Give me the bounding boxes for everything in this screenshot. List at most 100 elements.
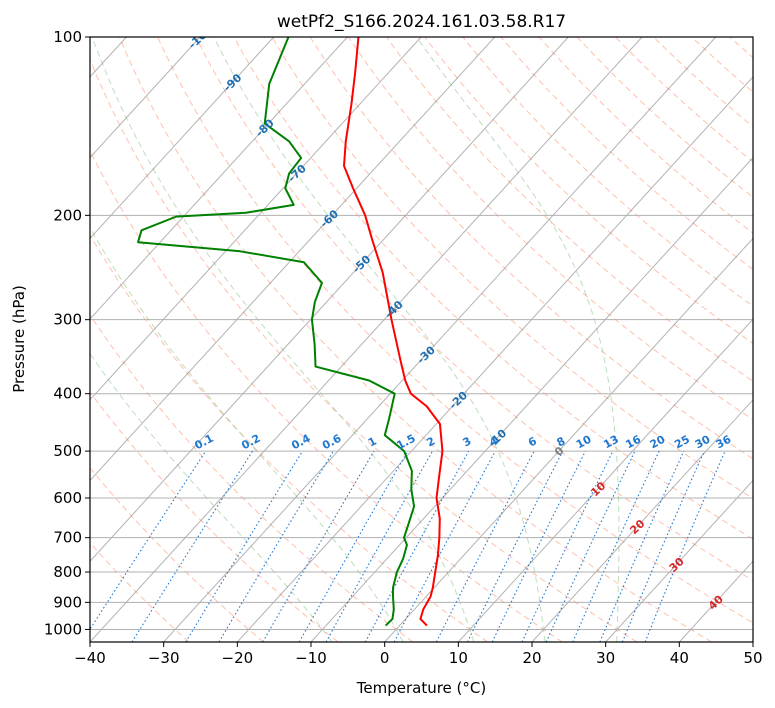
dry-adiabat-line (118, 37, 712, 642)
chart-title: wetPf2_S166.2024.161.03.58.R17 (277, 12, 566, 32)
moist-adiabat-line (91, 37, 475, 642)
mixing-ratio-label: 36 (714, 433, 734, 452)
mixing-ratio-label: 1 (366, 434, 379, 449)
dry-adiabat-line (90, 542, 190, 642)
mixing-ratio-label: 2 (424, 434, 437, 449)
temperature-line (343, 37, 444, 627)
x-tick-label: 0 (380, 649, 390, 667)
mixing-ratio-label: 20 (648, 433, 668, 452)
plot-frame (89, 36, 754, 643)
isotherm-line (236, 76, 753, 642)
isotherm-line (457, 318, 753, 642)
mixing-ratio-label: 1.5 (394, 432, 417, 453)
dry-adiabat-line (347, 37, 753, 421)
dry-adiabats (90, 37, 753, 642)
dry-adiabat-line (271, 37, 753, 500)
isotherm-line (90, 37, 569, 563)
dry-adiabat-line (691, 37, 753, 93)
dry-adiabat-line (90, 149, 563, 642)
x-tick-label: 40 (670, 649, 689, 667)
y-tick-label: 900 (53, 593, 82, 611)
isotherm-line (384, 237, 753, 642)
mixing-ratio-lines (90, 450, 726, 642)
pressure-gridlines (90, 37, 753, 630)
mixing-ratio-line (131, 450, 254, 642)
mixing-ratio-label: 13 (601, 433, 621, 452)
y-tick-label: 600 (53, 489, 82, 507)
y-axis-label: Pressure (hPa) (10, 285, 28, 393)
mixing-ratio-label: 0.2 (239, 432, 262, 453)
y-tick-label: 700 (53, 529, 82, 547)
mixing-ratio-labels: 0.1 0.2 0.4 0.6 1 1.5 2 3 4 6 8 10 13 16 20 25 30 36 (192, 432, 733, 453)
isotherm-line (90, 37, 643, 642)
y-tick-label: 400 (53, 385, 82, 403)
x-tick-label: −10 (295, 649, 327, 667)
mixing-ratio-line (644, 450, 726, 642)
mixing-ratio-line (467, 450, 564, 642)
mixing-ratio-label: 3 (461, 434, 474, 449)
mixing-ratio-label: 10 (574, 433, 594, 452)
y-tick-label: 300 (53, 311, 82, 329)
x-axis: −40 −30 −20 −10 0 10 20 30 40 50 (74, 642, 763, 667)
mixing-ratio-line (262, 450, 375, 642)
dry-adiabat-line (653, 37, 753, 128)
y-tick-label: 800 (53, 563, 82, 581)
moist-adiabat-line (90, 226, 404, 642)
isotherm-line (90, 37, 201, 159)
mixing-ratio-line (491, 450, 586, 642)
x-tick-label: 10 (449, 649, 468, 667)
mixing-ratio-label: 16 (623, 433, 643, 452)
isotherm-line (90, 37, 496, 482)
x-tick-label: −20 (222, 649, 254, 667)
dry-adiabat-line (157, 37, 753, 624)
x-tick-label: 30 (596, 649, 615, 667)
mixing-ratio-label: 0.4 (289, 432, 313, 453)
dry-adiabat-line (195, 37, 753, 582)
dry-adiabat-line (538, 37, 753, 234)
x-tick-label: −30 (148, 649, 180, 667)
x-tick-label: −40 (74, 649, 106, 667)
mixing-ratio-line (298, 450, 409, 642)
y-axis: 100 200 300 400 500 600 700 800 900 1000 (44, 28, 90, 638)
isotherm-line (310, 156, 753, 642)
dry-adiabat-line (424, 37, 753, 344)
mixing-ratio-line (364, 450, 470, 642)
mixing-ratio-label: 0.1 (192, 432, 215, 453)
dry-adiabat-line (386, 37, 753, 382)
x-tick-label: 50 (743, 649, 762, 667)
isotherms (90, 37, 753, 642)
mixing-ratio-label: 30 (693, 433, 713, 452)
isotherm-line (531, 399, 753, 642)
dry-adiabat-line (615, 37, 753, 163)
y-tick-label: 500 (53, 442, 82, 460)
moist-adiabat-line (90, 352, 333, 642)
isotherm-line (90, 37, 422, 401)
y-tick-label: 100 (53, 28, 82, 46)
isotherm-line (752, 641, 753, 642)
mixing-ratio-line (325, 450, 434, 642)
mixing-ratio-line (393, 450, 496, 642)
moist-adiabat-line (213, 37, 546, 642)
mixing-ratio-label: 25 (672, 433, 692, 452)
dry-adiabat-line (90, 314, 414, 642)
profile-series (137, 37, 444, 627)
x-tick-label: 20 (522, 649, 541, 667)
x-axis-label: Temperature (°C) (356, 679, 486, 697)
moist-adiabats (90, 37, 620, 642)
mixing-ratio-line (621, 450, 705, 642)
mixing-ratio-line (545, 450, 636, 642)
isotherm-line (90, 37, 348, 320)
mixing-ratio-line (599, 450, 685, 642)
y-tick-label: 1000 (44, 620, 82, 638)
y-tick-label: 200 (53, 206, 82, 224)
isotherm-line (605, 479, 753, 642)
mixing-ratio-label: 6 (526, 434, 539, 449)
dry-adiabat-line (500, 37, 753, 270)
isotherm-line (163, 37, 717, 642)
moist-adiabat-line (416, 37, 620, 642)
dry-adiabat-line (233, 37, 753, 540)
dry-adiabat-line (576, 37, 753, 198)
dry-adiabat-line (90, 391, 339, 642)
